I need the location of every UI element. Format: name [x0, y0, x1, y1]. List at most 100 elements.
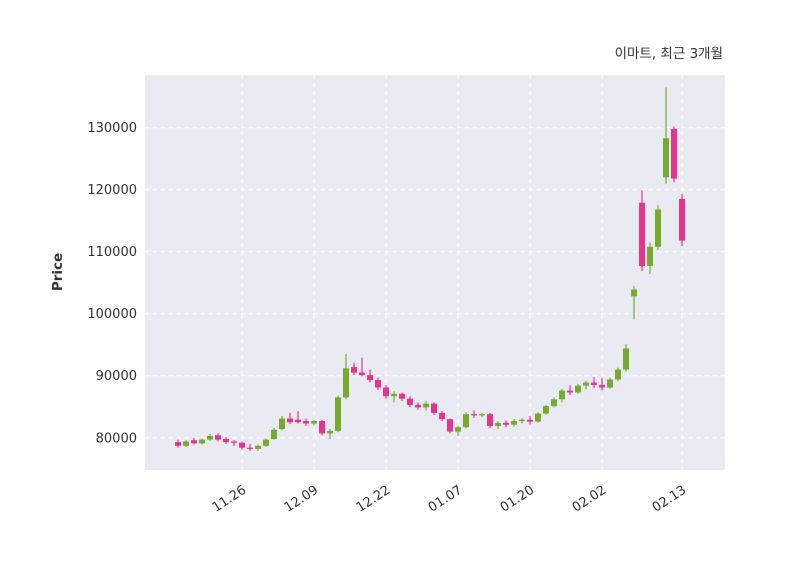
candle [663, 87, 669, 184]
candle-body [247, 447, 253, 449]
candle [423, 401, 429, 411]
candle [407, 396, 413, 408]
candle [655, 205, 661, 250]
candle [327, 429, 333, 439]
candle-body [623, 348, 629, 370]
candle-body [415, 404, 421, 408]
candle-body [231, 441, 237, 443]
candle [479, 412, 485, 418]
candle-body [279, 418, 285, 430]
candle-body [255, 445, 261, 449]
candle-body [559, 390, 565, 400]
candle-body [471, 414, 477, 416]
candle-body [575, 385, 581, 393]
candle [223, 437, 229, 444]
y-tick-label: 90000 [96, 369, 137, 384]
candle [559, 388, 565, 403]
candle [591, 376, 597, 389]
x-tick-label: 02.13 [650, 483, 689, 516]
candle-body [423, 403, 429, 408]
candle-body [599, 385, 605, 388]
candle [471, 410, 477, 418]
candle [263, 438, 269, 448]
candle-body [487, 414, 493, 426]
candle [351, 362, 357, 376]
candle-body [287, 418, 293, 423]
candle-body [519, 419, 525, 422]
candle [527, 416, 533, 425]
candle-body [679, 199, 685, 241]
x-tick-label: 01.07 [426, 483, 465, 516]
y-tick-label: 100000 [87, 307, 137, 322]
candle [367, 369, 373, 383]
gridlines [145, 75, 725, 470]
candle-body [463, 414, 469, 428]
candle [247, 443, 253, 451]
candle-body [655, 209, 661, 247]
candle-body [511, 421, 517, 425]
candle-body [503, 422, 509, 425]
candle-body [631, 289, 637, 297]
candles [175, 87, 685, 451]
candle-body [615, 369, 621, 380]
candle-body [439, 412, 445, 420]
candle-body [327, 430, 333, 434]
candle-body [479, 414, 485, 416]
candle [231, 440, 237, 446]
candle-body [175, 442, 181, 446]
candle-body [199, 439, 205, 444]
x-tick-label: 11.26 [210, 483, 249, 516]
candle-body [207, 435, 213, 440]
candle-body [591, 382, 597, 386]
candle-body [191, 440, 197, 444]
candle-body [639, 202, 645, 266]
candle [447, 418, 453, 434]
candle [567, 385, 573, 395]
candle-body [431, 403, 437, 413]
candle [439, 411, 445, 422]
candle [631, 285, 637, 320]
candle [639, 190, 645, 271]
candle [583, 380, 589, 390]
candle [215, 433, 221, 442]
candle [495, 421, 501, 430]
candle [335, 395, 341, 433]
candle-body [359, 372, 365, 376]
candle-body [375, 380, 381, 388]
candle-body [319, 421, 325, 434]
candle [511, 419, 517, 427]
candle [679, 194, 685, 247]
candle [455, 425, 461, 436]
candle-body [271, 429, 277, 439]
candle-body [399, 393, 405, 399]
candle-body [567, 390, 573, 393]
x-tick-label: 12.22 [354, 483, 393, 516]
y-tick-label: 110000 [87, 245, 137, 260]
candle [303, 418, 309, 426]
candle [279, 416, 285, 431]
candle-body [351, 367, 357, 373]
candle [271, 427, 277, 440]
candle [551, 397, 557, 408]
candle-body [607, 379, 613, 388]
candle-body [295, 419, 301, 423]
candle [175, 439, 181, 448]
candle [503, 420, 509, 428]
candle [615, 367, 621, 382]
candle-body [407, 398, 413, 405]
candle [199, 438, 205, 445]
candle-body [263, 439, 269, 446]
candle [255, 444, 261, 451]
candle [207, 434, 213, 441]
candle [183, 440, 189, 448]
candle-body [367, 375, 373, 381]
candle-body [527, 419, 533, 422]
y-tick-label: 130000 [87, 121, 137, 136]
candle [359, 357, 365, 377]
candle [191, 437, 197, 445]
candle-body [455, 427, 461, 432]
candle [543, 404, 549, 415]
candle [399, 392, 405, 402]
